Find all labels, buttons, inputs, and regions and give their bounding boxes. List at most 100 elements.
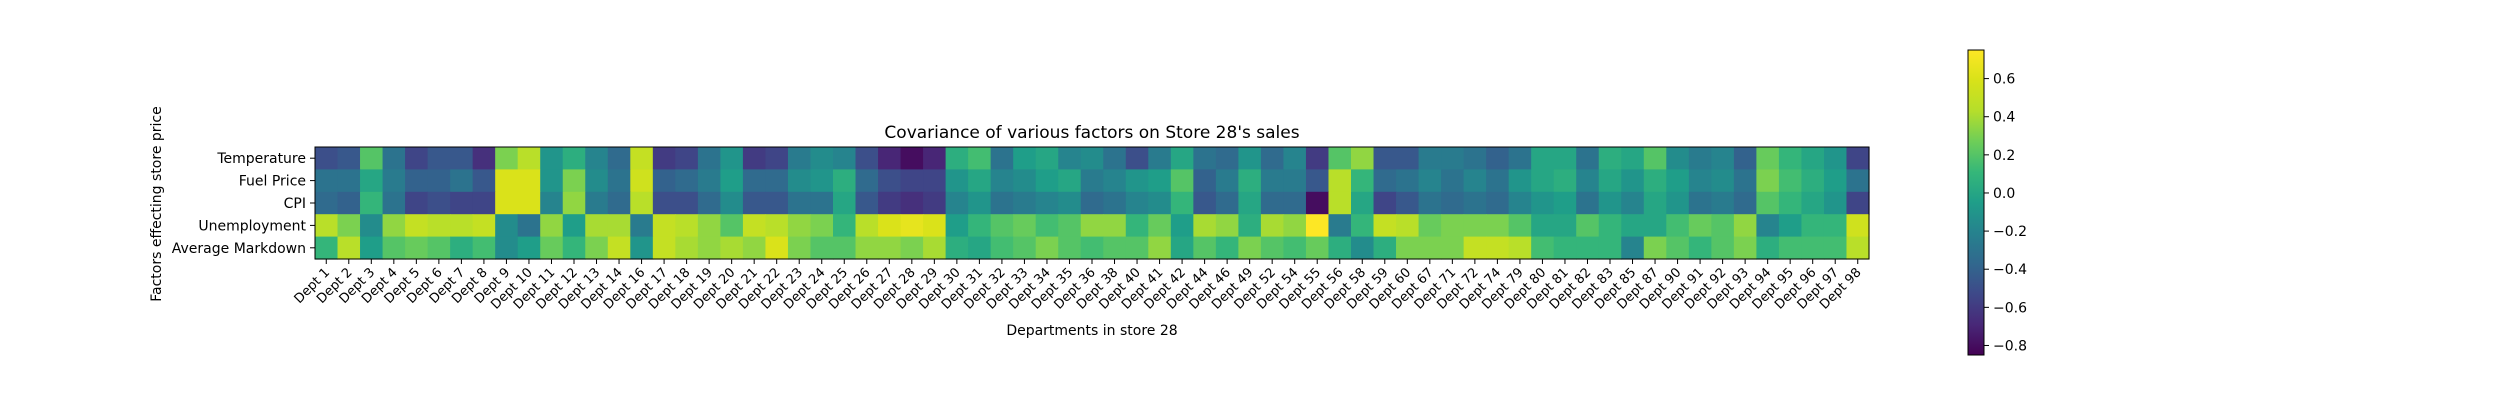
heatmap-cell [765,191,789,215]
heatmap-cell [1260,169,1285,193]
heatmap-cell [1486,147,1510,170]
heatmap-cell [1193,214,1217,238]
heatmap-cell [1643,169,1667,193]
heatmap-cell [1756,191,1780,215]
heatmap-cell [945,169,969,193]
heatmap-cell [1215,147,1239,170]
heatmap-cell [1463,214,1487,238]
heatmap-cell [517,214,541,238]
heatmap-cell [1058,169,1082,193]
heatmap-cell [585,214,609,238]
heatmap-cell [315,191,339,215]
heatmap-cell [1373,191,1397,215]
heatmap-cell [652,147,676,170]
heatmap-cell [1733,147,1757,170]
heatmap-cell [1733,191,1757,215]
heatmap-cell [1283,169,1307,193]
heatmap-cell [1013,191,1037,215]
heatmap-cell [1801,191,1825,215]
heatmap-cell [1373,169,1397,193]
heatmap-cell [1688,147,1712,170]
heatmap-cell [990,236,1014,260]
heatmap-cell [923,214,947,238]
heatmap-cell [1125,169,1149,193]
heatmap-cell [787,147,812,170]
heatmap-cell [1463,169,1487,193]
colorbar-tick-label: −0.2 [1993,224,2027,240]
heatmap-cell [337,214,361,238]
heatmap-cell [787,236,812,260]
heatmap-cell [472,169,496,193]
heatmap-cell [855,169,879,193]
heatmap [315,147,1870,260]
heatmap-cell [1486,236,1510,260]
row-label: CPI [284,196,306,212]
heatmap-cell [1756,169,1780,193]
heatmap-cell [1193,169,1217,193]
heatmap-cell [1305,147,1330,170]
heatmap-cell [1058,191,1082,215]
heatmap-cell [1576,169,1600,193]
heatmap-cell [495,236,519,260]
heatmap-cell [1666,236,1690,260]
y-axis-label: Factors effecting store price [149,106,165,301]
heatmap-cell [1125,191,1149,215]
heatmap-cell [1351,147,1375,170]
heatmap-cell [833,214,857,238]
heatmap-cell [810,214,834,238]
heatmap-cell [1058,236,1082,260]
heatmap-cell [472,236,496,260]
heatmap-cell [1688,191,1712,215]
heatmap-cell [382,214,406,238]
heatmap-cell [1643,214,1667,238]
heatmap-cell [1013,169,1037,193]
heatmap-cell [1373,147,1397,170]
heatmap-cell [742,147,767,170]
heatmap-cell [1846,191,1870,215]
heatmap-cell [1778,169,1803,193]
heatmap-cell [833,147,857,170]
heatmap-cell [1801,147,1825,170]
heatmap-cell [1035,147,1059,170]
heatmap-cell [1643,236,1667,260]
heatmap-cell [585,191,609,215]
heatmap-cell [1441,147,1465,170]
heatmap-cell [652,191,676,215]
heatmap-cell [990,214,1014,238]
heatmap-cell [1486,214,1510,238]
heatmap-cell [1148,169,1172,193]
heatmap-cell [810,169,834,193]
heatmap-cell [1576,214,1600,238]
heatmap-cell [675,191,699,215]
heatmap-cell [742,214,767,238]
heatmap-cell [1441,191,1465,215]
heatmap-cell [810,147,834,170]
heatmap-cell [405,147,429,170]
heatmap-cell [607,169,631,193]
heatmap-cell [968,236,992,260]
heatmap-cell [360,236,384,260]
heatmap-cell [900,214,924,238]
heatmap-cell [1823,169,1848,193]
heatmap-cell [1058,214,1082,238]
heatmap-cell [1508,214,1532,238]
heatmap-cell [968,147,992,170]
heatmap-cell [1756,147,1780,170]
heatmap-cell [900,236,924,260]
heatmap-cell [1193,147,1217,170]
heatmap-cell [1125,236,1149,260]
colorbar-tick-label: −0.8 [1993,338,2027,354]
heatmap-cell [765,236,789,260]
heatmap-cell [1035,236,1059,260]
heatmap-cell [1103,236,1127,260]
heatmap-cell [540,147,564,170]
heatmap-cell [878,236,902,260]
heatmap-cell [1170,169,1194,193]
heatmap-cell [1553,169,1577,193]
heatmap-cell [720,191,744,215]
heatmap-cell [382,169,406,193]
heatmap-cell [855,191,879,215]
heatmap-cell [450,191,474,215]
heatmap-cell [1688,214,1712,238]
heatmap-cell [742,191,767,215]
